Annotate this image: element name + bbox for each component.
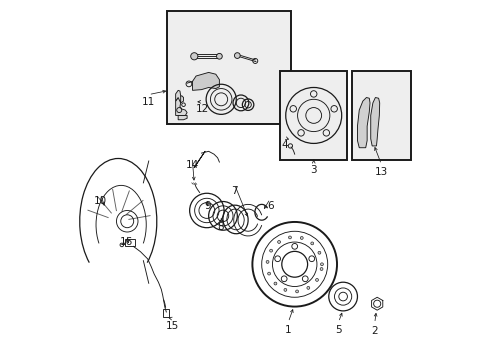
Circle shape xyxy=(234,53,240,58)
Circle shape xyxy=(277,240,280,243)
Text: 10: 10 xyxy=(94,196,107,206)
Circle shape xyxy=(216,53,222,59)
Text: 12: 12 xyxy=(195,104,208,114)
Text: 2: 2 xyxy=(370,325,377,336)
Circle shape xyxy=(320,263,323,266)
Text: 5: 5 xyxy=(334,325,341,334)
Bar xyxy=(167,12,290,125)
Circle shape xyxy=(273,282,276,285)
Text: 7: 7 xyxy=(231,186,237,197)
Text: 11: 11 xyxy=(142,97,155,107)
Polygon shape xyxy=(178,116,187,120)
Circle shape xyxy=(269,249,272,252)
Text: 16: 16 xyxy=(120,237,133,247)
Circle shape xyxy=(267,272,270,275)
Text: 14: 14 xyxy=(185,159,198,170)
Bar xyxy=(125,239,135,246)
Text: 8: 8 xyxy=(216,222,223,231)
Bar xyxy=(280,71,346,160)
Circle shape xyxy=(317,251,320,254)
Circle shape xyxy=(265,261,268,263)
Circle shape xyxy=(320,267,322,270)
Polygon shape xyxy=(175,90,180,103)
Circle shape xyxy=(190,53,198,60)
Circle shape xyxy=(295,290,298,293)
Circle shape xyxy=(284,288,286,291)
Text: 13: 13 xyxy=(374,167,387,177)
Bar xyxy=(163,309,168,317)
Text: 9: 9 xyxy=(204,201,210,211)
Text: 15: 15 xyxy=(166,321,179,331)
Text: 4: 4 xyxy=(281,140,287,150)
Polygon shape xyxy=(175,96,187,116)
Circle shape xyxy=(300,237,303,239)
Circle shape xyxy=(288,236,291,239)
Circle shape xyxy=(306,287,309,289)
Bar xyxy=(351,71,410,160)
Text: 6: 6 xyxy=(266,201,273,211)
Circle shape xyxy=(310,242,313,245)
Polygon shape xyxy=(357,98,369,148)
Text: 1: 1 xyxy=(285,325,291,334)
Circle shape xyxy=(315,279,318,282)
Polygon shape xyxy=(370,98,379,146)
Polygon shape xyxy=(192,72,219,90)
Text: 3: 3 xyxy=(310,165,316,175)
